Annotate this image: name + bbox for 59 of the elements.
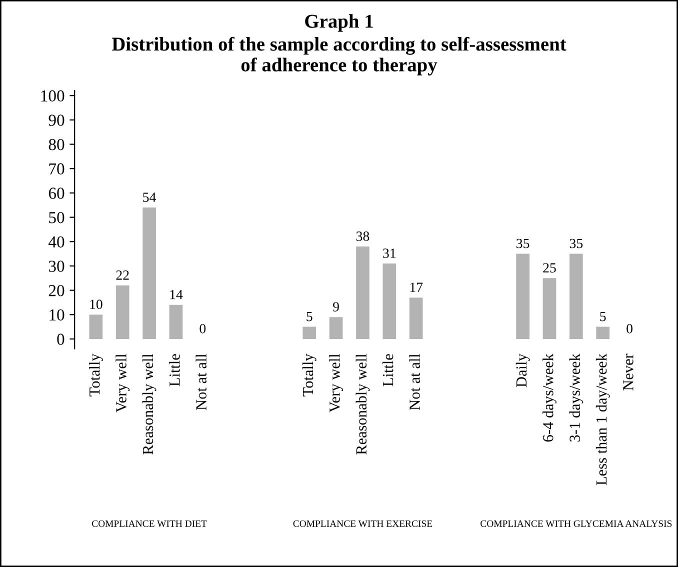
data-label: 5: [306, 312, 312, 322]
data-label: 22: [116, 270, 129, 280]
x-tick-label: Little: [169, 354, 180, 386]
text: COMPLIANCE WITH EXERCISE: [293, 520, 432, 527]
y-tick-label: 10: [50, 309, 64, 321]
x-tick-label: Very well: [329, 354, 343, 412]
y-tick-label: 80: [48, 138, 64, 150]
bar: [516, 254, 530, 339]
chart-title: Graph 1: [305, 14, 373, 32]
y-tick-label: 20: [48, 284, 64, 296]
bar: [570, 254, 583, 339]
chart-subtitle: Distribution of the sample according to self-assessment of adherence to therapy: [112, 36, 566, 76]
y-tick-label: 60: [48, 188, 64, 199]
bar: [169, 304, 183, 339]
x-tick-label: Totally: [88, 354, 103, 396]
x-tick-label: Very well: [116, 354, 130, 412]
text: COMPLIANCE WITH GLYCEMIA ANALYSIS: [480, 520, 672, 527]
bar: [382, 264, 396, 339]
data-label: 14: [170, 290, 183, 300]
bar: [409, 298, 423, 339]
bar: [116, 285, 130, 339]
bar: [596, 326, 610, 339]
data-label: 0: [200, 324, 206, 334]
x-tick-label: Reasonably well: [356, 354, 370, 455]
data-label: 25: [543, 263, 556, 273]
bar: [329, 317, 343, 339]
y-tick-label: 70: [49, 163, 64, 175]
x-tick-label: Not at all: [196, 354, 206, 410]
bar: [89, 314, 103, 339]
data-label: 35: [570, 238, 583, 248]
y-tick-label: 0: [57, 334, 64, 345]
x-tick-label: Less than 1 day/week: [596, 354, 610, 486]
x-tick-label: Not at all: [409, 354, 420, 410]
text: COMPLIANCE WITH DIET: [92, 520, 207, 527]
data-label: 0: [626, 324, 632, 334]
data-label: 9: [333, 302, 339, 312]
x-tick-label: Totally: [302, 354, 316, 396]
data-label: 35: [516, 238, 530, 248]
y-tick-label: 50: [49, 212, 64, 224]
x-tick-label: 6-4 days/week: [542, 354, 556, 442]
data-label: 10: [90, 300, 102, 310]
data-label: 38: [356, 232, 370, 241]
bar: [542, 278, 556, 339]
data-label: 31: [383, 248, 396, 258]
y-tick-label: 40: [48, 236, 64, 248]
data-label: 5: [600, 312, 606, 322]
y-tick-label: 90: [48, 114, 64, 126]
bar: [356, 246, 370, 339]
x-tick-label: Little: [382, 354, 394, 386]
data-label: 54: [143, 192, 156, 202]
x-tick-label: Never: [623, 354, 634, 390]
data-label: 17: [410, 282, 423, 292]
y-tick-label: 100: [41, 90, 64, 102]
y-tick-label: 30: [48, 260, 64, 272]
x-tick-label: Daily: [516, 354, 530, 388]
x-tick-label: Reasonably well: [142, 354, 156, 455]
x-tick-label: 3-1 days/week: [569, 354, 584, 442]
bar: [142, 208, 156, 339]
bar: [302, 326, 316, 339]
